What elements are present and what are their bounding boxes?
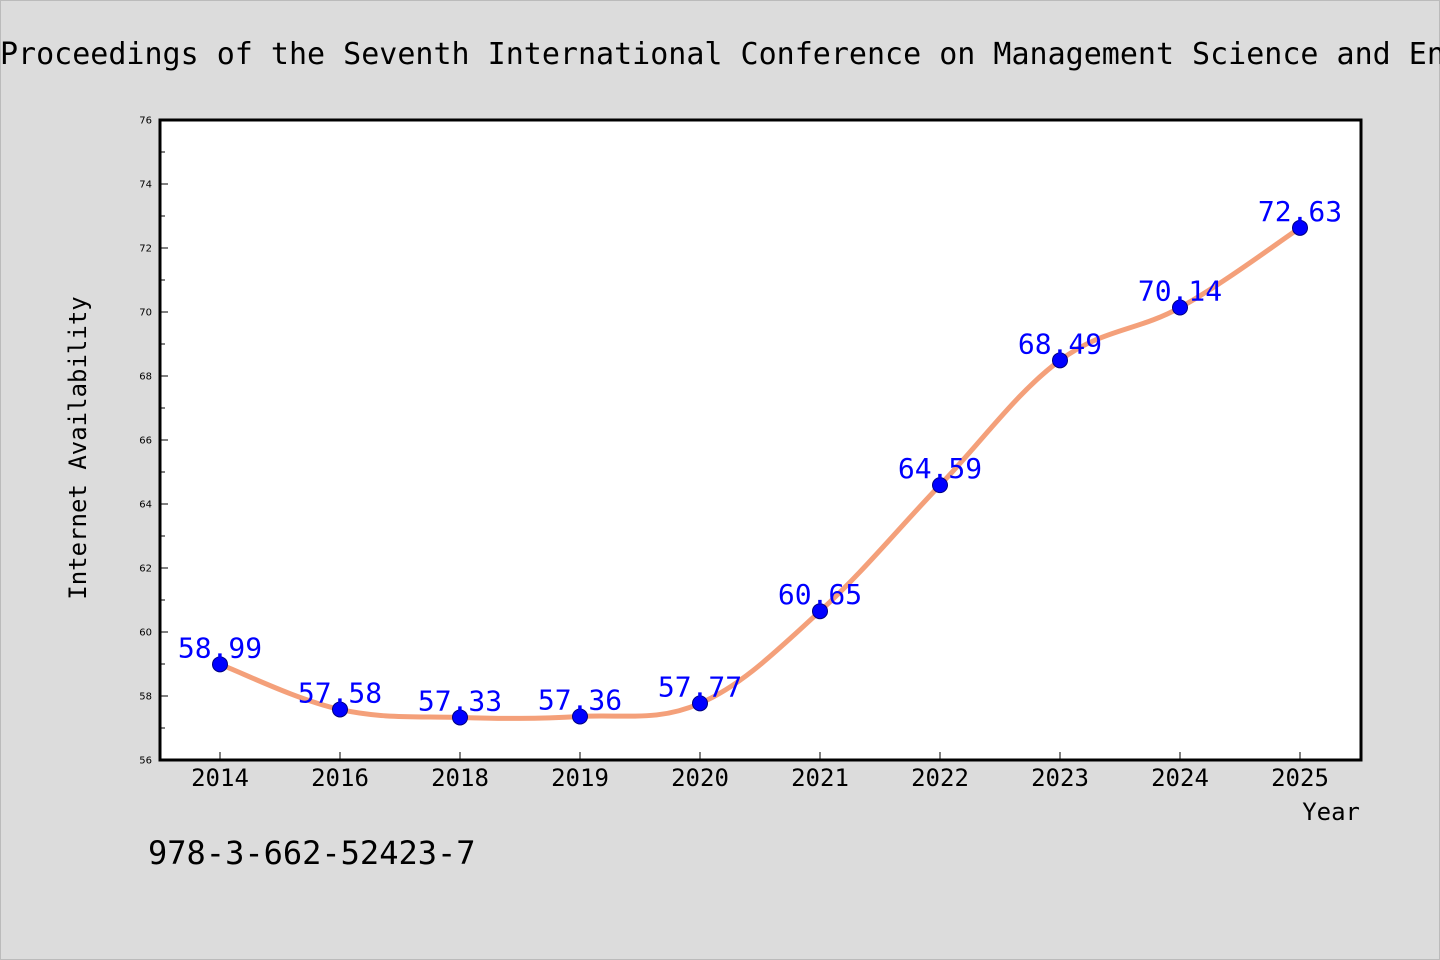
- data-labels: 58.99 57.58 57.33 57.36 57.77 60.65 64.59 68.49…: [178, 195, 1342, 718]
- x-tick-label: 2018: [431, 764, 489, 792]
- x-axis-label: Year: [1302, 798, 1360, 826]
- data-point: [572, 708, 588, 725]
- x-tick-label: 2021: [791, 764, 849, 792]
- data-label: 60.65: [778, 578, 862, 611]
- data-point: [812, 603, 828, 620]
- plot-area: [160, 120, 1361, 760]
- data-label: 70.14: [1138, 275, 1222, 308]
- data-point: [692, 695, 708, 712]
- x-tick-label: 2016: [311, 764, 369, 792]
- data-point: [1292, 219, 1308, 236]
- data-point: [452, 709, 468, 726]
- y-tick-label: 60: [139, 628, 152, 639]
- data-point: [1052, 352, 1068, 369]
- data-label: 58.99: [178, 631, 262, 664]
- data-point: [1172, 299, 1188, 316]
- y-tick-label: 72: [139, 244, 152, 255]
- y-tick-label: 76: [139, 116, 152, 127]
- data-label: 57.36: [538, 683, 622, 716]
- y-tick-label: 70: [139, 308, 152, 319]
- plot-frame: [158, 118, 1363, 762]
- data-label: 57.58: [298, 676, 382, 709]
- y-axis-label: Internet Availability: [64, 296, 92, 599]
- isbn-text: 978-3-662-52423-7: [148, 834, 476, 872]
- data-label: 57.33: [418, 684, 502, 717]
- y-axis-ticks: 56 58 60 62 64 66 68 70 72 74 76: [139, 116, 168, 767]
- x-tick-label: 2014: [191, 764, 249, 792]
- x-tick-label: 2025: [1271, 764, 1329, 792]
- data-label: 57.77: [658, 670, 742, 703]
- data-point: [332, 701, 348, 718]
- x-tick-label: 2024: [1151, 764, 1209, 792]
- header-text: Proceedings of the Seventh International…: [0, 37, 1440, 72]
- data-label: 72.63: [1258, 195, 1342, 228]
- y-tick-label: 62: [139, 564, 152, 575]
- data-label: 64.59: [898, 452, 982, 485]
- y-tick-label: 74: [139, 180, 152, 191]
- data-point: [212, 656, 228, 673]
- y-tick-label: 56: [139, 756, 152, 767]
- data-label: 68.49: [1018, 327, 1102, 360]
- x-tick-label: 2023: [1031, 764, 1089, 792]
- x-tick-label: 2020: [671, 764, 729, 792]
- x-axis-ticks: 2014 2016 2018 2019 2020 2021 2022 2023 2024 2025: [191, 752, 1329, 792]
- data-point: [932, 477, 948, 494]
- y-tick-label: 66: [139, 436, 152, 447]
- y-tick-label: 68: [139, 372, 152, 383]
- series-markers: [212, 219, 1308, 726]
- y-tick-label: 58: [139, 692, 152, 703]
- series-line: [217, 225, 1303, 721]
- y-tick-label: 64: [139, 500, 152, 511]
- x-tick-label: 2022: [911, 764, 969, 792]
- x-tick-label: 2019: [551, 764, 609, 792]
